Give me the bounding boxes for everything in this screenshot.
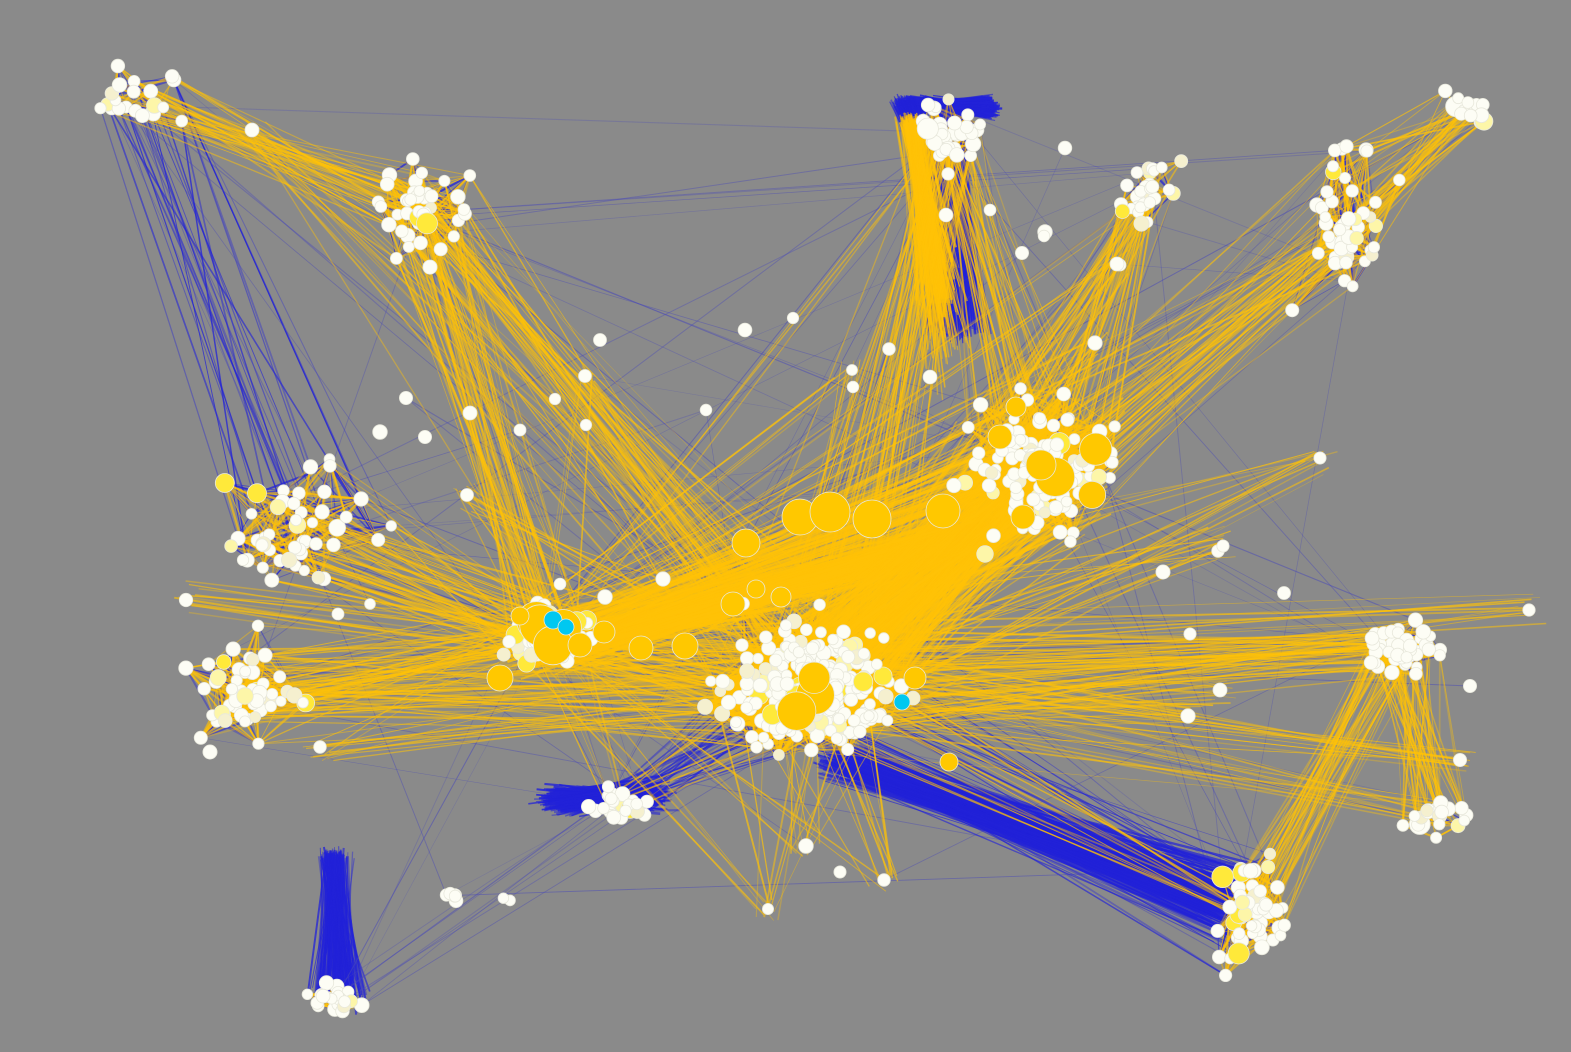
graph-edge [342,853,362,1003]
graph-edge [340,860,352,991]
graph-edge [328,850,332,997]
graph-edge [331,859,337,994]
graph-edge [327,853,346,998]
graph-edge [320,859,354,1006]
graph-edge [345,856,355,991]
graph-edge [337,846,347,1000]
graph-edge [313,854,328,1009]
graph-edge [256,464,331,495]
graph-edge [317,856,337,998]
graph-edge [306,861,327,1000]
graph-edge [1292,280,1345,311]
graph-edge [329,855,357,1008]
graph-edge [309,466,379,541]
graph-edge [315,850,329,993]
